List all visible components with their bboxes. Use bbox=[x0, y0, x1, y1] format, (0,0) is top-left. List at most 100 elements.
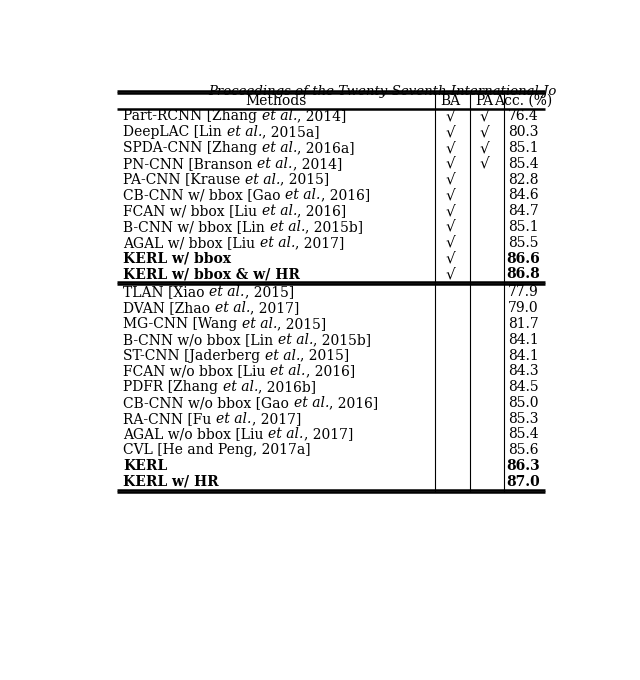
Text: et al.: et al. bbox=[223, 380, 258, 394]
Text: √: √ bbox=[445, 204, 455, 218]
Text: PDFR [Zhang: PDFR [Zhang bbox=[124, 380, 223, 394]
Text: et al.: et al. bbox=[285, 188, 321, 203]
Text: Acc. (%): Acc. (%) bbox=[494, 94, 552, 107]
Text: et al.: et al. bbox=[215, 301, 250, 316]
Text: √: √ bbox=[479, 109, 490, 124]
Text: √: √ bbox=[445, 109, 455, 124]
Text: 84.6: 84.6 bbox=[508, 188, 539, 203]
Text: KERL w/ bbox: KERL w/ bbox bbox=[124, 252, 232, 265]
Text: 85.0: 85.0 bbox=[508, 396, 538, 410]
Text: , 2015]: , 2015] bbox=[280, 173, 330, 186]
Text: √: √ bbox=[445, 220, 455, 234]
Text: 86.3: 86.3 bbox=[506, 459, 540, 473]
Text: et al.: et al. bbox=[262, 141, 297, 155]
Text: 86.6: 86.6 bbox=[506, 252, 540, 265]
Text: , 2015]: , 2015] bbox=[244, 286, 294, 299]
Text: et al.: et al. bbox=[227, 125, 262, 139]
Text: √: √ bbox=[445, 252, 455, 265]
Text: et al.: et al. bbox=[242, 317, 277, 331]
Text: 84.3: 84.3 bbox=[508, 364, 539, 378]
Text: 82.8: 82.8 bbox=[508, 173, 538, 186]
Text: PA: PA bbox=[476, 94, 493, 107]
Text: FCAN w/ bbox [Liu: FCAN w/ bbox [Liu bbox=[124, 204, 262, 218]
Text: , 2016b]: , 2016b] bbox=[258, 380, 316, 394]
Text: et al.: et al. bbox=[245, 173, 280, 186]
Text: √: √ bbox=[479, 141, 490, 155]
Text: , 2016]: , 2016] bbox=[321, 188, 370, 203]
Text: 85.1: 85.1 bbox=[508, 141, 539, 155]
Text: 86.8: 86.8 bbox=[506, 267, 540, 282]
Text: 85.4: 85.4 bbox=[508, 428, 539, 441]
Text: , 2015b]: , 2015b] bbox=[305, 220, 363, 234]
Text: 85.1: 85.1 bbox=[508, 220, 539, 234]
Text: 85.3: 85.3 bbox=[508, 411, 538, 426]
Text: √: √ bbox=[445, 141, 455, 155]
Text: et al.: et al. bbox=[257, 157, 292, 171]
Text: et al.: et al. bbox=[216, 411, 252, 426]
Text: , 2016a]: , 2016a] bbox=[297, 141, 355, 155]
Text: KERL w/ HR: KERL w/ HR bbox=[124, 475, 219, 489]
Text: et al.: et al. bbox=[260, 236, 295, 250]
Text: , 2016]: , 2016] bbox=[297, 204, 346, 218]
Text: PN-CNN [Branson: PN-CNN [Branson bbox=[124, 157, 257, 171]
Text: , 2016]: , 2016] bbox=[329, 396, 378, 410]
Text: SPDA-CNN [Zhang: SPDA-CNN [Zhang bbox=[124, 141, 262, 155]
Text: , 2014]: , 2014] bbox=[297, 109, 346, 124]
Text: BA: BA bbox=[440, 94, 461, 107]
Text: et al.: et al. bbox=[278, 333, 313, 347]
Text: , 2015]: , 2015] bbox=[277, 317, 326, 331]
Text: √: √ bbox=[445, 125, 455, 139]
Text: CB-CNN w/ bbox [Gao: CB-CNN w/ bbox [Gao bbox=[124, 188, 285, 203]
Text: DeepLAC [Lin: DeepLAC [Lin bbox=[124, 125, 227, 139]
Text: , 2015b]: , 2015b] bbox=[313, 333, 371, 347]
Text: , 2015a]: , 2015a] bbox=[262, 125, 319, 139]
Text: 84.1: 84.1 bbox=[508, 333, 539, 347]
Text: et al.: et al. bbox=[265, 349, 300, 362]
Text: KERL w/ bbox & w/ HR: KERL w/ bbox & w/ HR bbox=[124, 267, 300, 282]
Text: KERL: KERL bbox=[124, 459, 168, 473]
Text: 84.7: 84.7 bbox=[508, 204, 539, 218]
Text: 77.9: 77.9 bbox=[508, 286, 539, 299]
Text: et al.: et al. bbox=[270, 364, 306, 378]
Text: 87.0: 87.0 bbox=[506, 475, 540, 489]
Text: ST-CNN [Jaderberg: ST-CNN [Jaderberg bbox=[124, 349, 265, 362]
Text: , 2017]: , 2017] bbox=[303, 428, 353, 441]
Text: √: √ bbox=[479, 157, 490, 171]
Text: FCAN w/o bbox [Liu: FCAN w/o bbox [Liu bbox=[124, 364, 270, 378]
Text: , 2017]: , 2017] bbox=[252, 411, 301, 426]
Text: CB-CNN w/o bbox [Gao: CB-CNN w/o bbox [Gao bbox=[124, 396, 294, 410]
Text: √: √ bbox=[445, 188, 455, 203]
Text: TLAN [Xiao: TLAN [Xiao bbox=[124, 286, 209, 299]
Text: 85.4: 85.4 bbox=[508, 157, 539, 171]
Text: et al.: et al. bbox=[209, 286, 244, 299]
Text: AGAL w/o bbox [Liu: AGAL w/o bbox [Liu bbox=[124, 428, 268, 441]
Text: MG-CNN [Wang: MG-CNN [Wang bbox=[124, 317, 242, 331]
Text: , 2016]: , 2016] bbox=[306, 364, 355, 378]
Text: 80.3: 80.3 bbox=[508, 125, 538, 139]
Text: 79.0: 79.0 bbox=[508, 301, 539, 316]
Text: 85.5: 85.5 bbox=[508, 236, 538, 250]
Text: RA-CNN [Fu: RA-CNN [Fu bbox=[124, 411, 216, 426]
Text: 81.7: 81.7 bbox=[508, 317, 539, 331]
Text: √: √ bbox=[445, 267, 455, 282]
Text: et al.: et al. bbox=[262, 109, 297, 124]
Text: PA-CNN [Krause: PA-CNN [Krause bbox=[124, 173, 245, 186]
Text: B-CNN w/o bbox [Lin: B-CNN w/o bbox [Lin bbox=[124, 333, 278, 347]
Text: √: √ bbox=[445, 173, 455, 186]
Text: Methods: Methods bbox=[245, 94, 307, 107]
Text: 84.5: 84.5 bbox=[508, 380, 539, 394]
Text: CVL [He and Peng, 2017a]: CVL [He and Peng, 2017a] bbox=[124, 443, 311, 457]
Text: B-CNN w/ bbox [Lin: B-CNN w/ bbox [Lin bbox=[124, 220, 269, 234]
Text: , 2017]: , 2017] bbox=[295, 236, 345, 250]
Text: , 2017]: , 2017] bbox=[250, 301, 300, 316]
Text: √: √ bbox=[479, 125, 490, 139]
Text: et al.: et al. bbox=[294, 396, 329, 410]
Text: 76.4: 76.4 bbox=[508, 109, 539, 124]
Text: et al.: et al. bbox=[262, 204, 297, 218]
Text: √: √ bbox=[445, 236, 455, 250]
Text: 84.1: 84.1 bbox=[508, 349, 539, 362]
Text: √: √ bbox=[445, 157, 455, 171]
Text: Proceedings of the Twenty-Seventh International Jo: Proceedings of the Twenty-Seventh Intern… bbox=[208, 86, 556, 99]
Text: DVAN [Zhao: DVAN [Zhao bbox=[124, 301, 215, 316]
Text: , 2015]: , 2015] bbox=[300, 349, 349, 362]
